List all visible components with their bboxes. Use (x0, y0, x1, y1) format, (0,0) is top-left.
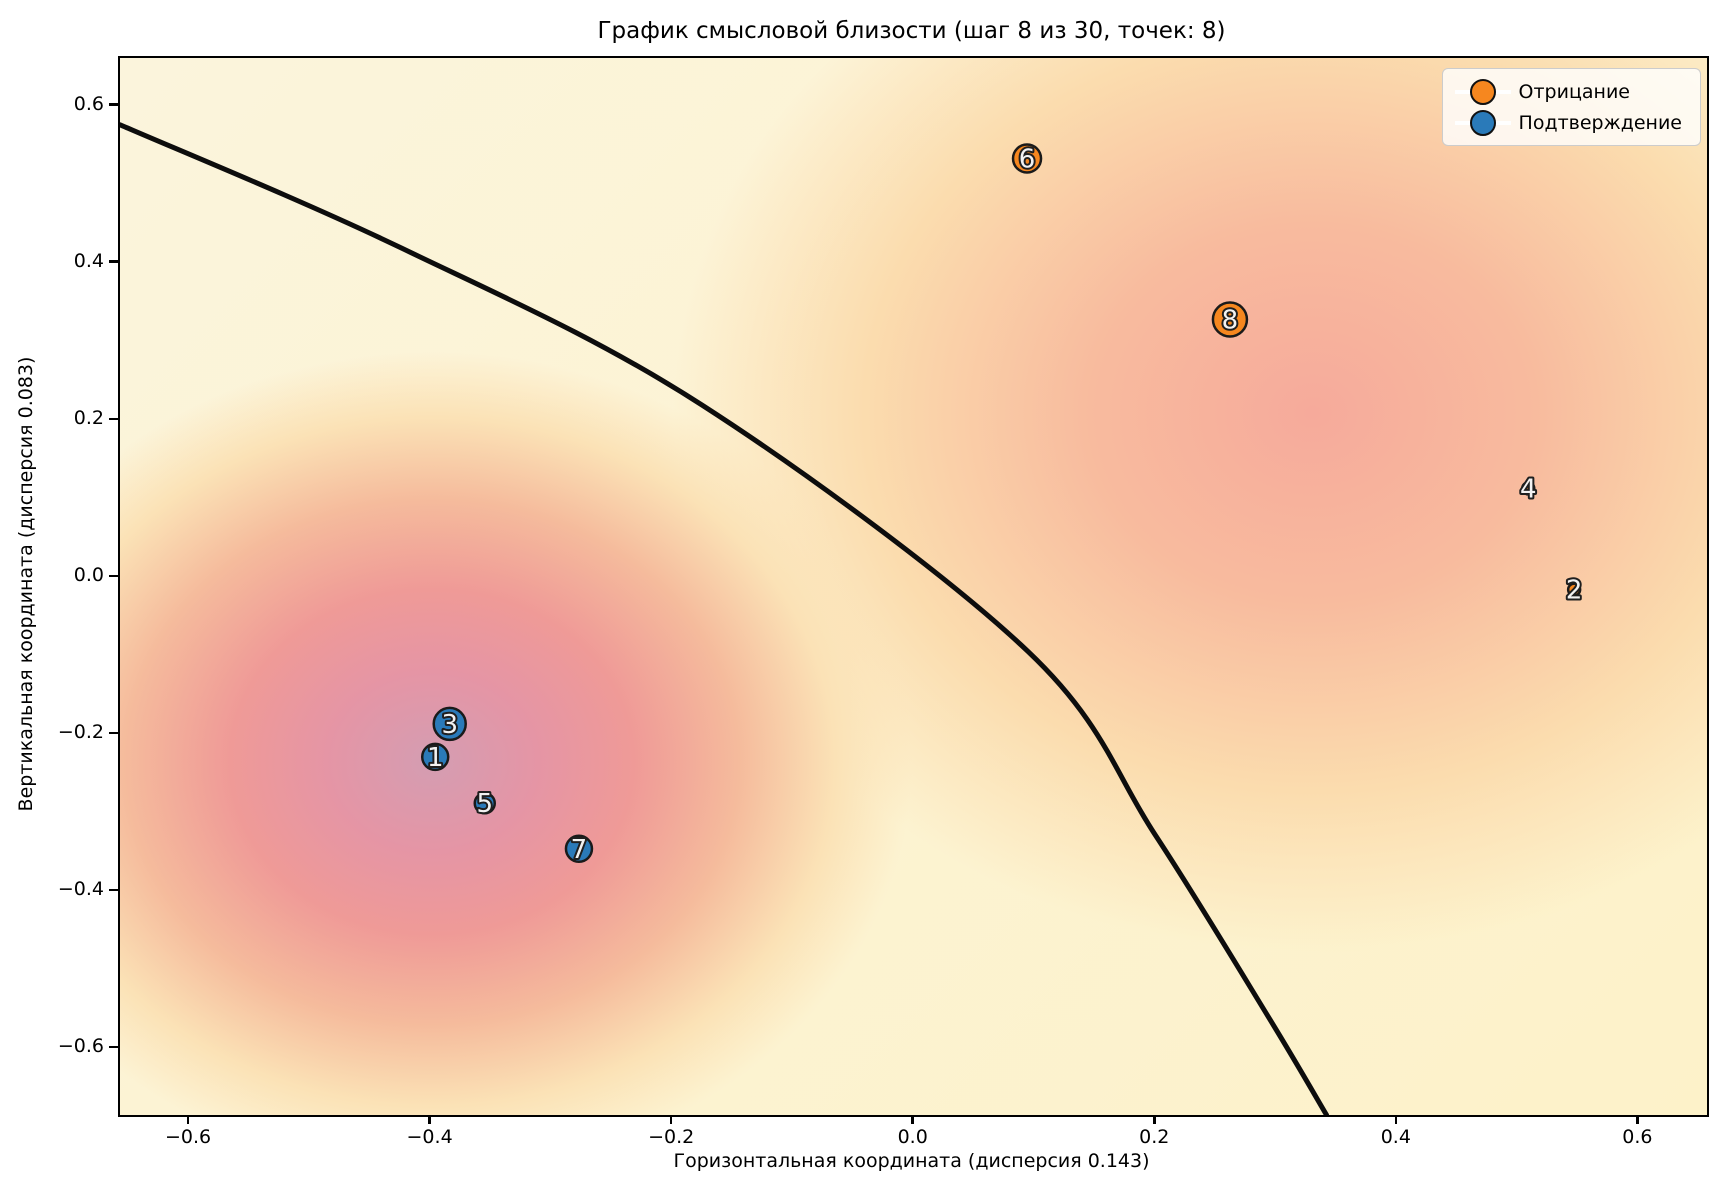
x-tick-label: 0.0 (897, 1126, 928, 1148)
data-point-number: 8 (1222, 306, 1239, 336)
data-point-number: 5 (476, 789, 493, 819)
legend-marker-circle (1469, 109, 1496, 136)
legend-label: Подтверждение (1518, 111, 1682, 134)
x-tick-label: 0.2 (1139, 1126, 1170, 1148)
data-point: 7 (564, 833, 594, 867)
legend-swatch (1454, 76, 1511, 107)
data-point: 6 (1011, 143, 1043, 177)
data-point-number: 7 (571, 835, 588, 865)
legend-item: Подтверждение (1454, 107, 1682, 138)
data-point: 4 (1518, 472, 1539, 506)
x-tick-mark (911, 1115, 914, 1124)
x-tick-mark (1636, 1115, 1639, 1124)
x-tick-label: 0.6 (1622, 1126, 1653, 1148)
y-axis-label: Вертикальная координата (дисперсия 0.083… (15, 356, 37, 812)
data-point: 2 (1564, 574, 1585, 608)
legend-marker-circle (1469, 78, 1496, 105)
legend-label: Отрицание (1518, 80, 1630, 103)
decision-boundary (120, 122, 1330, 1115)
data-point: 5 (473, 787, 496, 821)
data-point: 1 (420, 741, 450, 775)
y-tick-label: −0.4 (57, 877, 104, 900)
data-point-number: 2 (1566, 576, 1583, 606)
y-tick-label: −0.6 (57, 1035, 104, 1058)
legend-item: Отрицание (1454, 76, 1682, 107)
data-point: 8 (1211, 301, 1249, 338)
y-tick-mark (109, 417, 118, 421)
y-tick-mark (109, 260, 118, 263)
data-point-number: 4 (1520, 474, 1537, 504)
y-tick-mark (109, 731, 118, 735)
x-tick-mark (428, 1115, 431, 1124)
x-tick-mark (1153, 1115, 1156, 1124)
x-axis-label: Горизонтальная координата (дисперсия 0.1… (673, 1150, 1150, 1172)
legend: Отрицание Подтверждение (1441, 68, 1701, 146)
y-tick-mark (109, 1045, 118, 1049)
x-tick-label: −0.6 (164, 1126, 212, 1148)
x-tick-label: −0.2 (648, 1126, 695, 1148)
data-point-number: 1 (427, 743, 444, 773)
y-tick-label: 0.6 (73, 92, 104, 115)
x-tick-label: 0.4 (1380, 1126, 1411, 1148)
data-point: 3 (432, 706, 467, 742)
y-tick-mark (109, 103, 118, 106)
plot-area: 1 2 3 4 5 6 7 8 Отрицание Подтверждение (118, 56, 1709, 1117)
y-tick-mark (109, 574, 118, 578)
y-tick-label: 0.2 (73, 406, 104, 429)
x-tick-mark (1394, 1115, 1398, 1124)
plot-canvas: 1 2 3 4 5 6 7 8 (120, 122, 1585, 1115)
y-tick-label: −0.2 (57, 720, 104, 743)
x-tick-mark (669, 1115, 673, 1124)
y-tick-label: 0.4 (73, 249, 104, 272)
y-tick-mark (109, 888, 118, 892)
chart-title: График смысловой близости (шаг 8 из 30, … (597, 18, 1226, 44)
x-tick-mark (186, 1115, 190, 1124)
legend-swatch (1454, 107, 1511, 138)
y-tick-label: 0.0 (73, 563, 104, 586)
scatter-points: 1 2 3 4 5 6 7 8 (420, 143, 1585, 867)
data-point-number: 6 (1019, 145, 1036, 175)
data-point-number: 3 (441, 710, 458, 740)
x-tick-label: −0.4 (406, 1126, 453, 1148)
